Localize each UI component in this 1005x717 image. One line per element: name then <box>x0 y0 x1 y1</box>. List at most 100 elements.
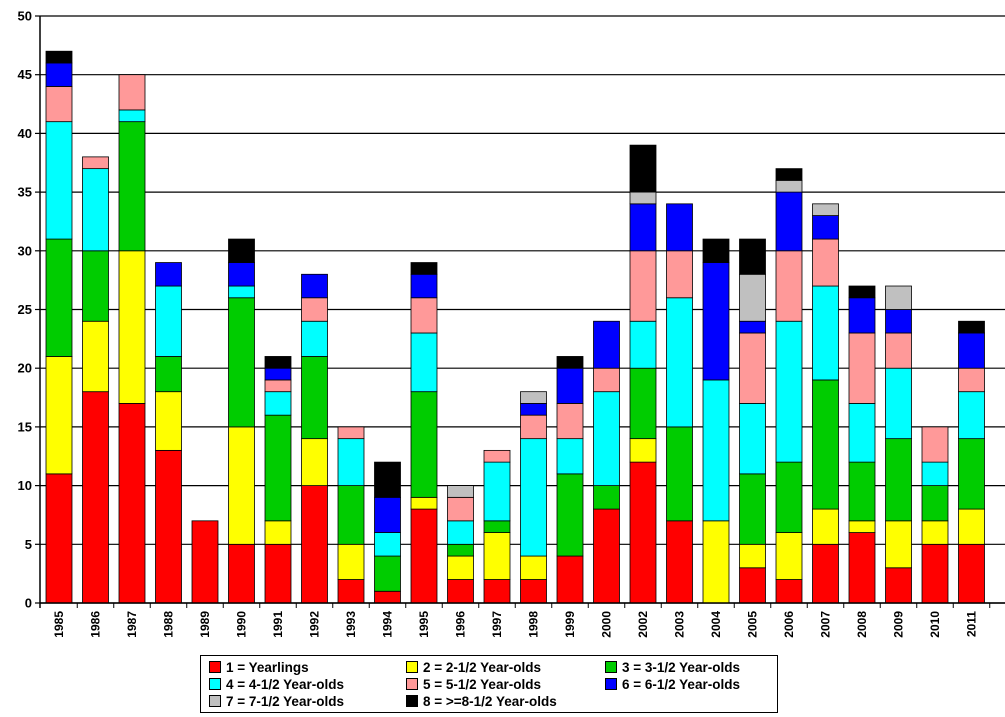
x-tick-label: 1995 <box>417 611 431 638</box>
bar-segment-1991-s8 <box>264 356 292 369</box>
bar-segment-2010-s3 <box>921 485 949 522</box>
bar-segment-2004-s6 <box>702 262 730 381</box>
bar-segment-1996-s1 <box>447 579 474 604</box>
bar-segment-1993-s1 <box>337 579 365 604</box>
bar-segment-2003-s5 <box>666 250 693 299</box>
bar-segment-2000-s6 <box>593 320 620 369</box>
x-tick-label: 2010 <box>928 611 942 638</box>
bar-segment-2000-s4 <box>593 391 620 486</box>
bar-segment-1999-s8 <box>556 356 584 369</box>
bar-segment-2002-s3 <box>629 367 657 440</box>
bar-segment-2008-s4 <box>848 403 876 463</box>
x-tick-label: 2000 <box>600 611 614 638</box>
bar-segment-1998-s4 <box>520 438 547 557</box>
legend-swatch <box>209 678 221 690</box>
bar-segment-1992-s6 <box>301 273 328 299</box>
bar-segment-2008-s2 <box>848 520 876 533</box>
bar-segment-1986-s3 <box>82 250 109 322</box>
y-tick-label: 0 <box>25 596 32 611</box>
bar-segment-1992-s5 <box>301 297 328 322</box>
bar-segment-2008-s6 <box>848 297 876 334</box>
legend-item: 3 = 3-1/2 Year-olds <box>605 659 740 675</box>
bar-segment-2002-s7 <box>629 191 657 205</box>
bar-segment-2002-s2 <box>629 438 657 463</box>
bar-segment-1992-s1 <box>301 485 328 604</box>
legend-label: 1 = Yearlings <box>226 659 309 675</box>
bar-segment-2002-s6 <box>629 203 657 252</box>
bar-segment-2010-s2 <box>921 520 949 545</box>
bar-segment-1988-s2 <box>155 391 182 451</box>
bar-segment-1988-s4 <box>155 285 182 357</box>
bar-segment-1993-s5 <box>337 426 365 440</box>
bar-segment-1988-s6 <box>155 262 182 287</box>
bar-segment-1996-s2 <box>447 555 474 580</box>
bar-segment-1995-s4 <box>410 332 438 393</box>
legend-swatch <box>406 695 418 707</box>
bar-segment-2006-s2 <box>775 532 803 580</box>
x-tick-label: 1996 <box>454 611 468 638</box>
y-tick-label: 25 <box>18 302 32 317</box>
x-tick-label: 1993 <box>344 611 358 638</box>
bar-segment-1985-s6 <box>45 62 73 87</box>
bar-segment-2005-s1 <box>739 567 766 604</box>
bar-segment-1992-s3 <box>301 356 328 440</box>
x-tick-label: 1992 <box>308 611 322 638</box>
bar-segment-2008-s5 <box>848 332 876 404</box>
bar-segment-2005-s6 <box>739 320 766 334</box>
y-tick-label: 20 <box>18 361 32 376</box>
bar-segment-1991-s2 <box>264 520 292 545</box>
bar-segment-1995-s6 <box>410 273 438 299</box>
bar-segment-2003-s4 <box>666 297 693 428</box>
bar-segment-2007-s1 <box>812 543 839 604</box>
bar-segment-2002-s5 <box>629 250 657 322</box>
bar-segment-1995-s8 <box>410 262 438 275</box>
bar-segment-1998-s6 <box>520 403 547 416</box>
bar-segment-1997-s3 <box>483 520 511 533</box>
bar-segment-1999-s5 <box>556 403 584 440</box>
legend-label: 6 = 6-1/2 Year-olds <box>622 676 740 692</box>
bar-segment-1994-s6 <box>374 496 401 533</box>
bar-segment-2009-s7 <box>885 285 912 310</box>
bar-segment-2007-s4 <box>812 285 839 381</box>
x-tick-label: 1999 <box>563 611 577 638</box>
bar-segment-1988-s1 <box>155 449 182 604</box>
bar-segment-2007-s5 <box>812 238 839 287</box>
bar-segment-2002-s4 <box>629 320 657 369</box>
bar-segment-2002-s1 <box>629 461 657 604</box>
x-tick-label: 1986 <box>89 611 103 638</box>
bar-segment-1987-s2 <box>118 250 146 404</box>
bar-segment-1985-s5 <box>45 86 73 123</box>
bar-segment-1992-s4 <box>301 320 328 357</box>
bar-segment-1990-s3 <box>228 297 255 428</box>
bar-segment-2009-s4 <box>885 367 912 440</box>
x-tick-label: 1985 <box>52 611 66 638</box>
bar-segment-2005-s2 <box>739 543 766 569</box>
bar-segment-1991-s4 <box>264 391 292 416</box>
bar-segment-1997-s1 <box>483 579 511 604</box>
bar-segment-1993-s4 <box>337 438 365 487</box>
bar-segment-1997-s5 <box>483 449 511 463</box>
bar-segment-1985-s4 <box>45 121 73 240</box>
bar-segment-1994-s4 <box>374 532 401 557</box>
bar-segment-1997-s4 <box>483 461 511 522</box>
y-tick-label: 15 <box>18 419 32 434</box>
x-tick-label: 2006 <box>782 611 796 638</box>
bar-segment-1987-s5 <box>118 74 146 111</box>
bar-segment-1985-s1 <box>45 473 73 604</box>
legend-label: 4 = 4-1/2 Year-olds <box>226 676 344 692</box>
legend-item: 6 = 6-1/2 Year-olds <box>605 676 740 692</box>
bar-segment-1991-s3 <box>264 414 292 522</box>
legend-swatch <box>605 678 617 690</box>
bar-segment-1999-s3 <box>556 473 584 557</box>
bar-segment-2011-s5 <box>958 367 985 393</box>
legend-item: 2 = 2-1/2 Year-olds <box>406 659 541 675</box>
bar-segment-2005-s5 <box>739 332 766 404</box>
x-tick-label: 2009 <box>892 611 906 638</box>
bar-segment-1985-s3 <box>45 238 73 357</box>
bar-segment-1993-s2 <box>337 543 365 580</box>
bar-segment-2002-s8 <box>629 144 657 193</box>
legend-swatch <box>209 695 221 707</box>
legend-label: 5 = 5-1/2 Year-olds <box>423 676 541 692</box>
bar-segment-1996-s3 <box>447 543 474 557</box>
bar-segment-2005-s3 <box>739 473 766 545</box>
